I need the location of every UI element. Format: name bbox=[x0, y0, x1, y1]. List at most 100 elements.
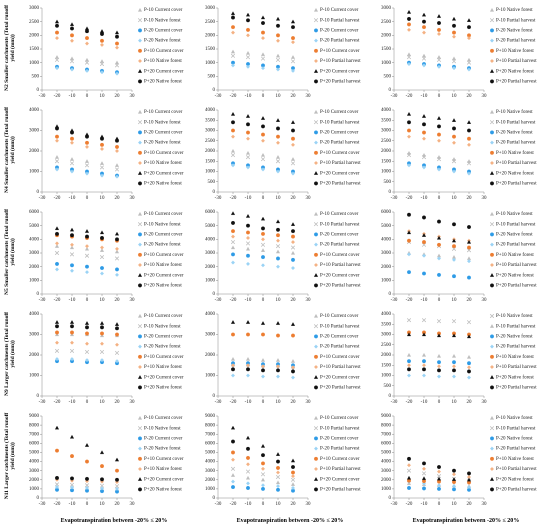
y-tick-label: 2500 bbox=[381, 20, 392, 25]
data-point bbox=[245, 261, 251, 266]
y-axis-label: N4 Smaller catchments (Total runoff yiel… bbox=[3, 107, 17, 193]
data-point bbox=[230, 111, 236, 116]
data-point bbox=[230, 211, 236, 215]
legend-marker bbox=[490, 79, 494, 84]
data-point bbox=[451, 118, 457, 122]
data-point bbox=[99, 341, 105, 346]
data-point bbox=[245, 363, 251, 368]
data-point bbox=[260, 242, 266, 247]
x-tick-label: 30 bbox=[482, 94, 488, 99]
data-point bbox=[291, 128, 295, 133]
x-tick-label: -20 bbox=[54, 400, 61, 405]
data-point bbox=[114, 167, 120, 172]
data-point bbox=[291, 234, 295, 239]
data-point bbox=[290, 240, 296, 245]
data-point bbox=[246, 332, 250, 337]
y-tick-label: 3000 bbox=[29, 333, 40, 338]
data-point bbox=[84, 358, 90, 363]
x-axis-label: Evapotranspiration between -20% ≤ 20% bbox=[60, 518, 168, 524]
data-point bbox=[99, 230, 105, 235]
x-tick-label: 20 bbox=[467, 502, 473, 507]
data-point bbox=[231, 252, 235, 257]
data-point bbox=[69, 348, 75, 353]
data-point bbox=[69, 340, 75, 345]
data-point bbox=[246, 18, 250, 23]
legend-label: P+20 Partial harvest bbox=[320, 386, 361, 391]
x-axis-label: Evapotranspiration between -20% ≤ 20% bbox=[236, 518, 344, 524]
x-tick-label: 30 bbox=[130, 400, 136, 405]
data-point bbox=[84, 244, 90, 249]
data-point bbox=[290, 474, 296, 479]
y-tick-label: 8000 bbox=[29, 423, 40, 428]
data-point bbox=[54, 241, 60, 246]
data-point bbox=[422, 271, 426, 276]
data-point bbox=[100, 32, 104, 36]
data-point bbox=[230, 245, 236, 250]
y-tick-label: 2000 bbox=[205, 265, 216, 270]
data-point bbox=[100, 266, 104, 270]
x-tick-label: -10 bbox=[421, 196, 428, 201]
y-tick-label: 1000 bbox=[381, 487, 392, 492]
y-tick-label: 7000 bbox=[29, 432, 40, 437]
legend-label: P+20 Current cover bbox=[320, 375, 360, 380]
legend-marker bbox=[137, 375, 143, 379]
data-point bbox=[231, 220, 235, 225]
legend-marker bbox=[137, 262, 143, 268]
y-tick-label: 500 bbox=[208, 180, 216, 185]
data-point bbox=[231, 367, 235, 372]
data-point bbox=[69, 242, 75, 247]
data-point bbox=[467, 471, 471, 476]
legend-marker bbox=[489, 466, 495, 472]
data-point bbox=[437, 132, 441, 137]
legend-marker bbox=[314, 354, 318, 359]
data-point bbox=[55, 134, 59, 139]
y-tick-label: 0 bbox=[37, 190, 40, 195]
legend-label: P-20 Current cover bbox=[320, 131, 359, 136]
data-point bbox=[99, 42, 105, 47]
data-point bbox=[84, 479, 90, 484]
data-point bbox=[69, 140, 75, 145]
y-tick-label: 6000 bbox=[381, 441, 392, 446]
data-point bbox=[406, 55, 412, 60]
legend-marker bbox=[314, 456, 318, 461]
data-point bbox=[260, 116, 266, 120]
legend-label: P-10 Native forest bbox=[144, 18, 181, 23]
data-point bbox=[437, 21, 441, 25]
legend-label: P-10 Native forest bbox=[496, 110, 533, 115]
data-point bbox=[452, 126, 456, 131]
x-tick-label: -20 bbox=[230, 298, 237, 303]
data-point bbox=[114, 249, 120, 254]
data-point bbox=[451, 56, 457, 61]
x-tick-label: -20 bbox=[54, 94, 61, 99]
data-point bbox=[99, 61, 105, 67]
legend-marker bbox=[489, 7, 495, 12]
legend-label: P+20 Partial harvest bbox=[320, 182, 361, 187]
legend-label: P-10 Partial harvest bbox=[320, 222, 360, 227]
data-point bbox=[114, 163, 120, 167]
data-point bbox=[245, 235, 251, 240]
data-point bbox=[230, 466, 236, 471]
legend-marker bbox=[490, 354, 494, 359]
data-point bbox=[69, 434, 75, 439]
data-point bbox=[406, 153, 412, 158]
legend-label: P-10 Current cover bbox=[320, 416, 359, 421]
y-tick-label: 8000 bbox=[381, 423, 392, 428]
data-point bbox=[290, 477, 296, 482]
x-tick-label: 30 bbox=[306, 502, 312, 507]
data-point bbox=[451, 169, 457, 174]
legend-marker bbox=[489, 211, 495, 216]
legend-label: P+10 Partial harvest bbox=[320, 59, 361, 64]
data-point bbox=[452, 468, 456, 473]
x-tick-label: -10 bbox=[421, 298, 428, 303]
y-tick-label: 500 bbox=[384, 180, 392, 185]
legend-label: P-10 Current cover bbox=[144, 416, 183, 421]
data-point bbox=[54, 57, 60, 63]
legend-label: P+10 Native forest bbox=[144, 161, 182, 166]
data-point bbox=[84, 349, 90, 355]
legend-label: P-10 Native forest bbox=[144, 222, 181, 227]
data-point bbox=[245, 481, 251, 486]
data-point bbox=[275, 57, 281, 63]
data-point bbox=[467, 487, 471, 492]
legend-marker bbox=[490, 181, 494, 186]
x-tick-label: 10 bbox=[452, 196, 458, 201]
